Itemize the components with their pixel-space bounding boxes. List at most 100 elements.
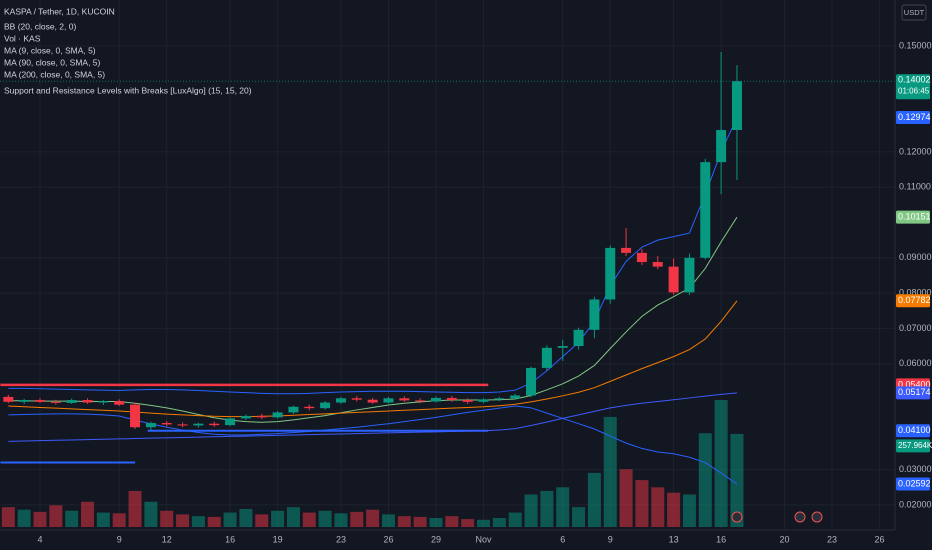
x-tick-label: 29 bbox=[431, 534, 441, 544]
candle-body bbox=[19, 400, 30, 402]
x-tick-label: 4 bbox=[37, 534, 42, 544]
x-tick-label: Nov bbox=[476, 534, 493, 544]
event-icon[interactable] bbox=[794, 511, 806, 523]
candle-body bbox=[573, 329, 584, 347]
volume-bar bbox=[730, 433, 744, 527]
volume-bar bbox=[461, 519, 475, 527]
x-tick-label: 26 bbox=[875, 534, 885, 544]
x-tick-label: 16 bbox=[225, 534, 235, 544]
line-value-label-box bbox=[896, 111, 930, 125]
indicator[interactable]: Support and Resistance Levels with Break… bbox=[4, 85, 252, 95]
indicator-line bbox=[8, 300, 738, 418]
volume-bar bbox=[144, 501, 158, 527]
volume-bar bbox=[176, 514, 190, 527]
candle-body bbox=[240, 415, 251, 419]
line-value-label: 0.02592 bbox=[898, 478, 931, 488]
volume-bar bbox=[81, 501, 95, 527]
x-tick-label: 20 bbox=[779, 534, 789, 544]
volume-bar bbox=[286, 507, 300, 527]
volume-label-box bbox=[896, 439, 930, 453]
candle-body bbox=[652, 262, 663, 267]
candle-body bbox=[50, 401, 61, 403]
x-tick-label: 12 bbox=[162, 534, 172, 544]
currency[interactable]: USDT bbox=[904, 8, 925, 17]
line-value-label-box bbox=[896, 386, 930, 400]
x-tick-label: 13 bbox=[669, 534, 679, 544]
volume-bar bbox=[508, 512, 522, 527]
y-tick-label: 0.15000 bbox=[899, 40, 932, 50]
line-value-label: 0.12974 bbox=[898, 112, 931, 122]
volume-bar bbox=[33, 511, 47, 527]
candle-body bbox=[304, 406, 315, 409]
candle-body bbox=[494, 398, 505, 400]
y-tick-label: 0.11000 bbox=[899, 182, 931, 192]
volume-bar bbox=[714, 400, 728, 527]
indicator-line bbox=[8, 216, 738, 423]
candle-body bbox=[209, 423, 220, 426]
candle-body bbox=[383, 398, 394, 403]
candle-body bbox=[288, 406, 299, 413]
candle-body bbox=[351, 398, 362, 400]
indicator-line bbox=[8, 405, 738, 485]
volume-bar bbox=[65, 510, 79, 527]
x-tick-label: 26 bbox=[383, 534, 393, 544]
level-label: 0.04100 bbox=[898, 425, 931, 435]
y-tick-label: 0.07000 bbox=[899, 323, 932, 333]
indicator-line bbox=[8, 117, 738, 395]
candle-body bbox=[731, 81, 742, 131]
volume-bar bbox=[698, 433, 712, 527]
event-icon[interactable] bbox=[811, 511, 823, 523]
candle-body bbox=[716, 130, 727, 163]
volume-bar bbox=[1, 507, 15, 527]
candle-body bbox=[161, 423, 172, 425]
volume-bar bbox=[524, 494, 538, 527]
volume-bar bbox=[160, 510, 174, 527]
volume-bar bbox=[112, 513, 126, 527]
indicator[interactable]: BB (20, close, 2, 0) bbox=[4, 21, 76, 31]
y-tick-label: 0.06000 bbox=[899, 358, 932, 368]
volume-bar bbox=[271, 510, 285, 527]
candle-body bbox=[82, 400, 93, 403]
volume-bar bbox=[191, 516, 205, 527]
indicator[interactable]: MA (9, close, 0, SMA, 5) bbox=[4, 45, 96, 55]
indicator[interactable]: MA (90, close, 0, SMA, 5) bbox=[4, 57, 101, 67]
volume-bar bbox=[49, 505, 63, 527]
volume-bar bbox=[651, 487, 665, 527]
x-tick-label: 9 bbox=[608, 534, 613, 544]
volume-bar bbox=[445, 516, 459, 527]
volume-bar bbox=[302, 512, 316, 527]
candle-body bbox=[399, 398, 410, 401]
volume-bar bbox=[397, 516, 411, 527]
candle-body bbox=[256, 415, 267, 418]
volume-bar bbox=[17, 509, 31, 527]
event-icon[interactable] bbox=[731, 511, 743, 523]
line-value-label: 0.07782 bbox=[898, 295, 931, 305]
candle-body bbox=[446, 397, 457, 401]
candle-body bbox=[621, 247, 632, 253]
volume-bar bbox=[207, 516, 221, 527]
candle-body bbox=[272, 412, 283, 418]
volume-bar bbox=[429, 517, 443, 527]
volume-bar bbox=[334, 513, 348, 527]
candle-body bbox=[526, 367, 537, 396]
volume-bar bbox=[619, 469, 633, 527]
axis-labels: 0.15000 0.12000 0.11000 0.09000 0.08000 0.070… bbox=[37, 40, 932, 544]
indicator[interactable]: Vol · KAS bbox=[4, 33, 41, 43]
volume-bar bbox=[492, 517, 506, 527]
currency-box[interactable] bbox=[901, 4, 927, 21]
indicator[interactable]: MA (200, close, 0, SMA, 5) bbox=[4, 69, 105, 79]
last-price: 0.14002 bbox=[898, 75, 931, 85]
candle-body bbox=[589, 299, 600, 330]
level-label-box bbox=[896, 424, 930, 438]
y-tick-label: 0.03000 bbox=[899, 464, 932, 474]
event-icons[interactable] bbox=[731, 511, 823, 523]
line-value-label-box bbox=[896, 294, 930, 308]
level-label: 0.05400 bbox=[898, 379, 931, 389]
x-tick-label: 19 bbox=[273, 534, 283, 544]
volume-bar bbox=[635, 480, 649, 527]
volume-bar bbox=[223, 512, 237, 527]
candle-body bbox=[462, 400, 473, 402]
candle-body bbox=[367, 399, 378, 403]
